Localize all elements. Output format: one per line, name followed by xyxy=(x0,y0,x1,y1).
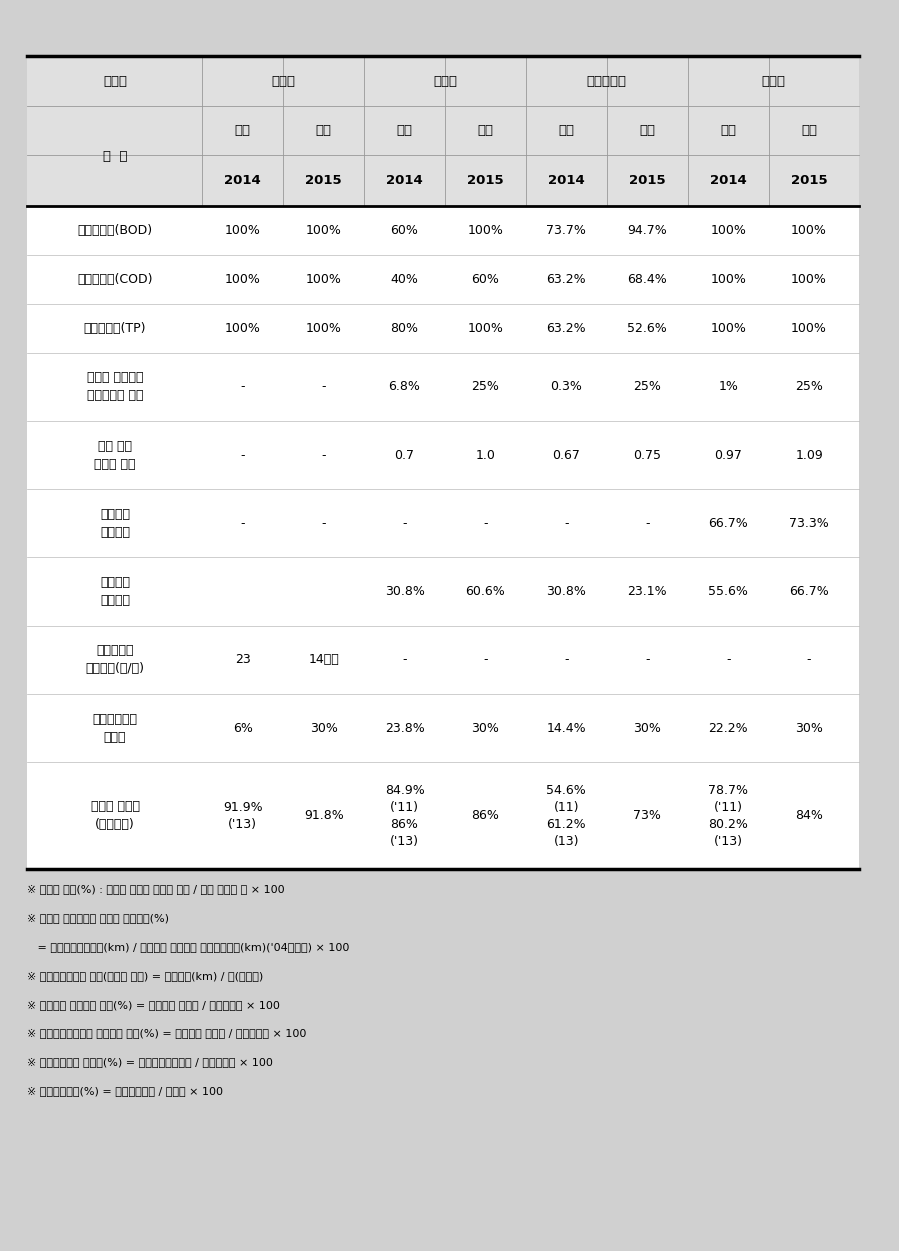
Text: 100%: 100% xyxy=(225,322,261,335)
Text: 78.7%
('11)
80.2%
('13): 78.7% ('11) 80.2% ('13) xyxy=(708,784,748,848)
Text: 6%: 6% xyxy=(233,722,253,734)
Text: 100%: 100% xyxy=(791,273,827,286)
Text: 1%: 1% xyxy=(718,380,738,393)
Text: 청평댐: 청평댐 xyxy=(761,75,785,88)
Text: 0.67: 0.67 xyxy=(552,449,581,462)
Text: -: - xyxy=(402,517,407,530)
Text: 30.8%: 30.8% xyxy=(385,585,424,598)
Text: 2015: 2015 xyxy=(791,174,827,188)
Text: 100%: 100% xyxy=(467,224,503,238)
Text: 84.9%
('11)
86%
('13): 84.9% ('11) 86% ('13) xyxy=(385,784,424,848)
Text: 현황: 현황 xyxy=(235,124,251,138)
Text: ※ 훼손된 하천구간의 자연형 복원비율(%): ※ 훼손된 하천구간의 자연형 복원비율(%) xyxy=(27,913,169,923)
Text: 100%: 100% xyxy=(791,322,827,335)
Text: 0.3%: 0.3% xyxy=(550,380,583,393)
Text: 100%: 100% xyxy=(710,322,746,335)
Text: 2014: 2014 xyxy=(387,174,423,188)
Text: 66.7%: 66.7% xyxy=(789,585,829,598)
Text: 73.7%: 73.7% xyxy=(547,224,586,238)
Text: 30%: 30% xyxy=(633,722,662,734)
Text: 하수도 보급률
(기준년도): 하수도 보급률 (기준년도) xyxy=(91,801,139,832)
Text: ※ 부착조류평가지수 양호이상 비율(%) = 양호이상 구간수 / 총조사구간 × 100: ※ 부착조류평가지수 양호이상 비율(%) = 양호이상 구간수 / 총조사구간… xyxy=(27,1028,307,1038)
Text: 100%: 100% xyxy=(791,224,827,238)
Text: 2014: 2014 xyxy=(710,174,746,188)
Text: 25%: 25% xyxy=(795,380,823,393)
Text: 80%: 80% xyxy=(390,322,419,335)
Text: 1.0: 1.0 xyxy=(476,449,495,462)
Text: 경안천: 경안천 xyxy=(433,75,457,88)
Text: 서식수변
환경지표: 서식수변 환경지표 xyxy=(100,508,130,539)
Text: 팔당댐: 팔당댐 xyxy=(271,75,295,88)
Bar xyxy=(27,56,859,869)
Text: 94.7%: 94.7% xyxy=(628,224,667,238)
Text: -: - xyxy=(645,653,650,667)
Bar xyxy=(27,56,859,206)
Text: 6.8%: 6.8% xyxy=(388,380,421,393)
Text: 부착조류
평가지수: 부착조류 평가지수 xyxy=(100,575,130,607)
Text: 2014: 2014 xyxy=(225,174,261,188)
Text: -: - xyxy=(806,653,812,667)
Text: -: - xyxy=(321,449,326,462)
Text: 100%: 100% xyxy=(467,322,503,335)
Text: -: - xyxy=(564,517,569,530)
Text: 중권역: 중권역 xyxy=(103,75,127,88)
Text: ※ 서식수변 환경지표 비율(%) = 양호이상 구간수 / 총조사구간 × 100: ※ 서식수변 환경지표 비율(%) = 양호이상 구간수 / 총조사구간 × 1… xyxy=(27,1000,280,1010)
Text: -: - xyxy=(240,449,245,462)
Text: ※ 하천종적연결성 지수(시설물 지수) = 하천연장(km) / 보(개소수): ※ 하천종적연결성 지수(시설물 지수) = 하천연장(km) / 보(개소수) xyxy=(27,971,263,981)
Text: -: - xyxy=(725,653,731,667)
Text: 100%: 100% xyxy=(306,322,342,335)
Text: 91.8%: 91.8% xyxy=(304,809,343,822)
Text: 좋은물비율(TP): 좋은물비율(TP) xyxy=(84,322,147,335)
Text: 66.7%: 66.7% xyxy=(708,517,748,530)
Text: 23.1%: 23.1% xyxy=(628,585,667,598)
Text: 86%: 86% xyxy=(471,809,500,822)
Text: -: - xyxy=(645,517,650,530)
Text: 현황: 현황 xyxy=(720,124,736,138)
Text: 남한강하류: 남한강하류 xyxy=(587,75,627,88)
Text: 60.6%: 60.6% xyxy=(466,585,505,598)
Text: 63.2%: 63.2% xyxy=(547,273,586,286)
Text: 0.7: 0.7 xyxy=(395,449,414,462)
Text: 100%: 100% xyxy=(710,224,746,238)
Text: 좋은물비율(COD): 좋은물비율(COD) xyxy=(77,273,153,286)
Text: ※ 수변생태벨트 조성율(%) = 생태벨트조성면적 / 총매입토지 × 100: ※ 수변생태벨트 조성율(%) = 생태벨트조성면적 / 총매입토지 × 100 xyxy=(27,1057,272,1067)
Text: 55.6%: 55.6% xyxy=(708,585,748,598)
Text: 하천 종적
연결성 지수: 하천 종적 연결성 지수 xyxy=(94,439,136,470)
Text: 100%: 100% xyxy=(306,224,342,238)
Text: 100%: 100% xyxy=(225,273,261,286)
Text: 91.9%
('13): 91.9% ('13) xyxy=(223,801,263,831)
Text: -: - xyxy=(321,380,326,393)
Text: 23.8%: 23.8% xyxy=(385,722,424,734)
Text: 73.3%: 73.3% xyxy=(789,517,829,530)
Text: 30%: 30% xyxy=(471,722,500,734)
Text: 2015: 2015 xyxy=(629,174,665,188)
Text: 30%: 30% xyxy=(309,722,338,734)
Text: ※ 하수도보급률(%) = 하수처리인구 / 총인구 × 100: ※ 하수도보급률(%) = 하수처리인구 / 총인구 × 100 xyxy=(27,1086,223,1096)
Text: -: - xyxy=(321,517,326,530)
Text: 25%: 25% xyxy=(633,380,662,393)
Text: 63.2%: 63.2% xyxy=(547,322,586,335)
Text: 목표: 목표 xyxy=(477,124,494,138)
Text: 목표: 목표 xyxy=(316,124,332,138)
Text: 60%: 60% xyxy=(390,224,419,238)
Text: 52.6%: 52.6% xyxy=(628,322,667,335)
Text: 조류주의보
발령일수(년/일): 조류주의보 발령일수(년/일) xyxy=(85,644,145,676)
Text: 14이하: 14이하 xyxy=(308,653,339,667)
Text: 22.2%: 22.2% xyxy=(708,722,748,734)
Text: -: - xyxy=(483,517,488,530)
Text: 60%: 60% xyxy=(471,273,500,286)
Text: -: - xyxy=(240,380,245,393)
Text: 25%: 25% xyxy=(471,380,500,393)
Text: 수변생태벨트
조성률: 수변생태벨트 조성률 xyxy=(93,713,138,743)
Text: 100%: 100% xyxy=(225,224,261,238)
Text: 14.4%: 14.4% xyxy=(547,722,586,734)
Text: -: - xyxy=(240,517,245,530)
Text: 좋은물비율(BOD): 좋은물비율(BOD) xyxy=(77,224,153,238)
Text: 2015: 2015 xyxy=(467,174,503,188)
Text: -: - xyxy=(564,653,569,667)
Text: 현황: 현황 xyxy=(558,124,574,138)
Text: -: - xyxy=(483,653,488,667)
Text: 2015: 2015 xyxy=(306,174,342,188)
Text: 100%: 100% xyxy=(306,273,342,286)
Text: 훼손된 하천구간
자연형복원 비율: 훼손된 하천구간 자연형복원 비율 xyxy=(87,372,143,403)
